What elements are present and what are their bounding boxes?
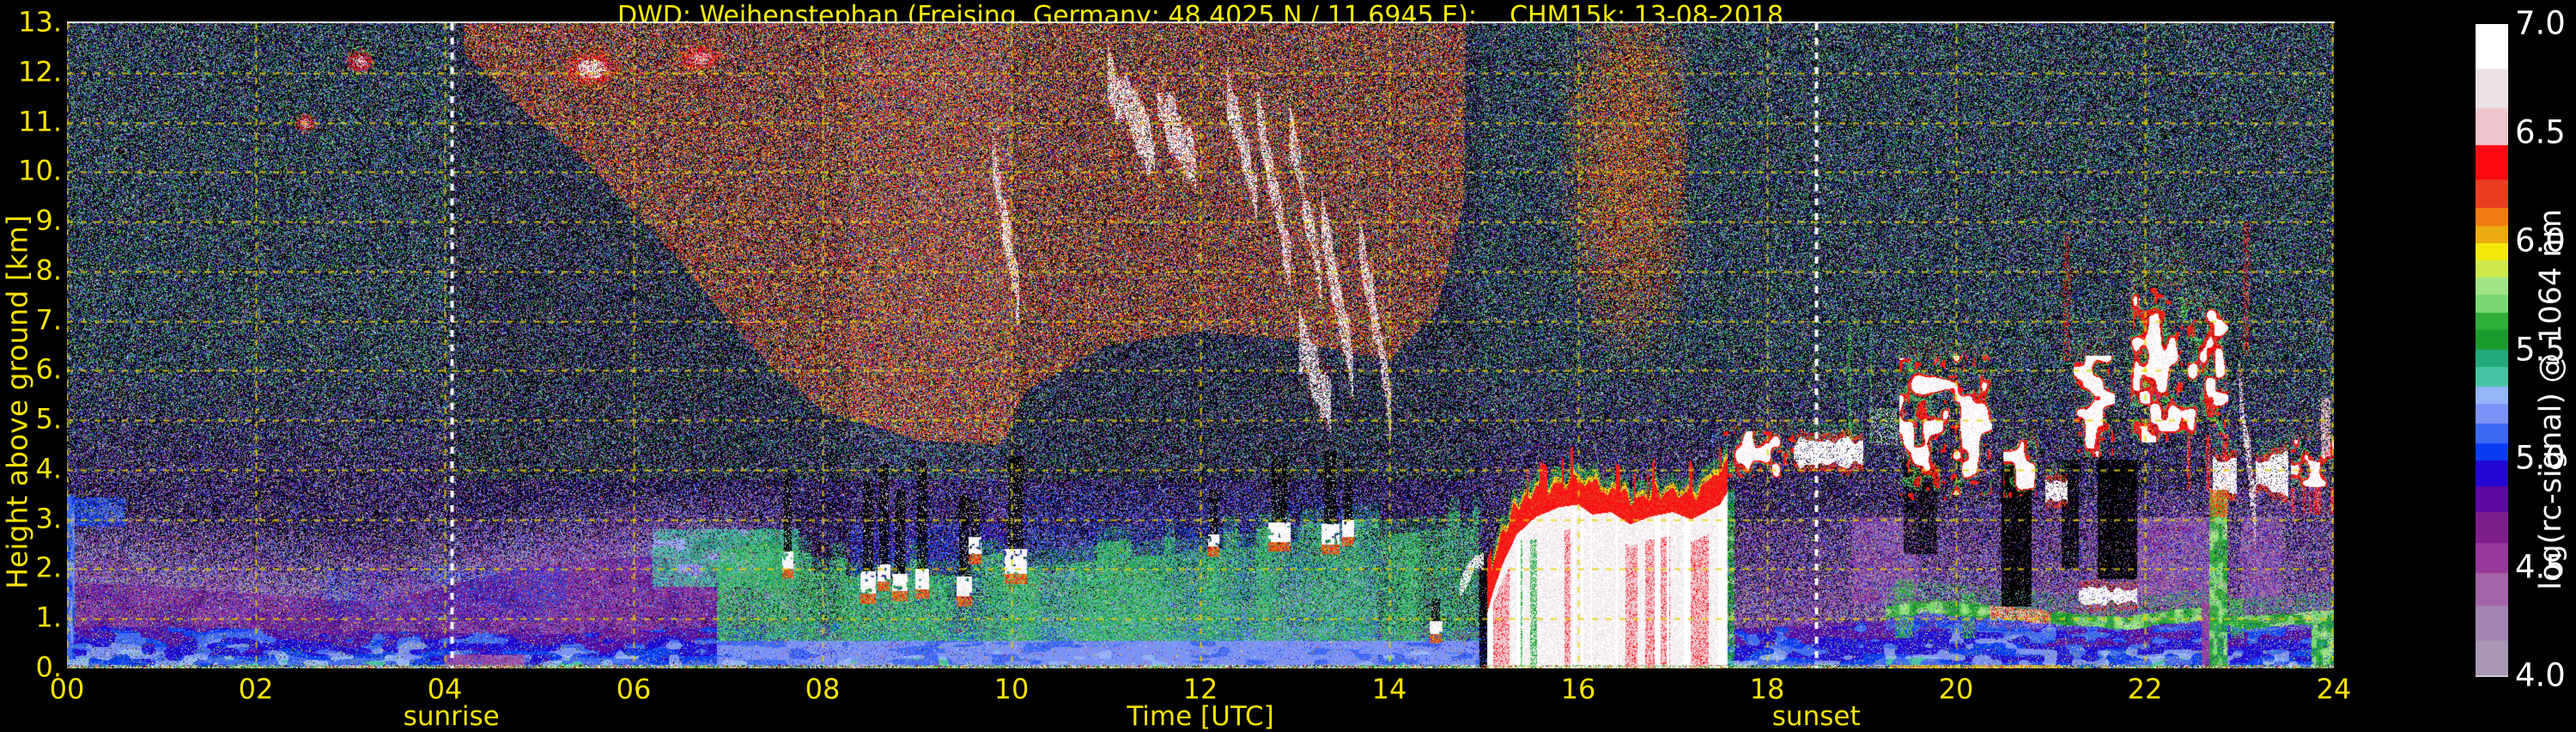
colorbar-axis-label: log(rc-signal) @ 1064 nm <box>2534 209 2568 590</box>
colorbar-tick-6.5: 6.5 <box>2515 113 2566 151</box>
x-tick-14: 14 <box>1371 673 1407 705</box>
x-tick-24: 24 <box>2316 673 2352 705</box>
x-tick-22: 22 <box>2127 673 2163 705</box>
y-tick-13: 13. <box>18 5 62 39</box>
y-tick-12: 12. <box>18 55 62 88</box>
y-tick-10: 10. <box>18 154 62 187</box>
sunset-label: sunset <box>1771 701 1861 732</box>
y-tick-7: 7. <box>35 303 62 337</box>
x-tick-18: 18 <box>1749 673 1785 705</box>
colorbar-tick-6.0: 6.0 <box>2515 222 2566 259</box>
y-tick-6: 6. <box>35 352 62 386</box>
x-tick-10: 10 <box>993 673 1030 705</box>
colorbar-tick-5.0: 5.0 <box>2515 439 2566 477</box>
y-tick-9: 9. <box>35 204 62 237</box>
x-tick-06: 06 <box>616 673 652 705</box>
plot-top-frame <box>67 21 2335 23</box>
colorbar-underline <box>2476 675 2508 677</box>
y-tick-1: 1. <box>35 601 62 634</box>
y-tick-11: 11. <box>18 105 62 138</box>
x-tick-08: 08 <box>805 673 841 705</box>
colorbar-tick-5.5: 5.5 <box>2515 331 2566 369</box>
colorbar-canvas <box>2476 24 2508 676</box>
y-tick-5: 5. <box>35 402 62 436</box>
x-tick-02: 02 <box>238 673 274 705</box>
x-tick-00: 00 <box>49 673 85 705</box>
x-axis-label: Time [UTC] <box>1127 701 1274 732</box>
x-tick-16: 16 <box>1560 673 1596 705</box>
heatmap-canvas <box>67 23 2334 668</box>
colorbar-tick-4.5: 4.5 <box>2515 548 2566 586</box>
y-tick-3: 3. <box>35 502 62 535</box>
y-tick-2: 2. <box>35 551 62 584</box>
x-tick-20: 20 <box>1938 673 1974 705</box>
sunrise-label: sunrise <box>403 701 500 732</box>
y-tick-8: 8. <box>35 253 62 287</box>
y-tick-4: 4. <box>35 452 62 485</box>
colorbar-tick-7.0: 7.0 <box>2515 4 2566 42</box>
x-tick-12: 12 <box>1182 673 1218 705</box>
y-tick-0: 0. <box>35 650 62 684</box>
x-tick-04: 04 <box>427 673 463 705</box>
colorbar-tick-4.0: 4.0 <box>2515 656 2566 694</box>
